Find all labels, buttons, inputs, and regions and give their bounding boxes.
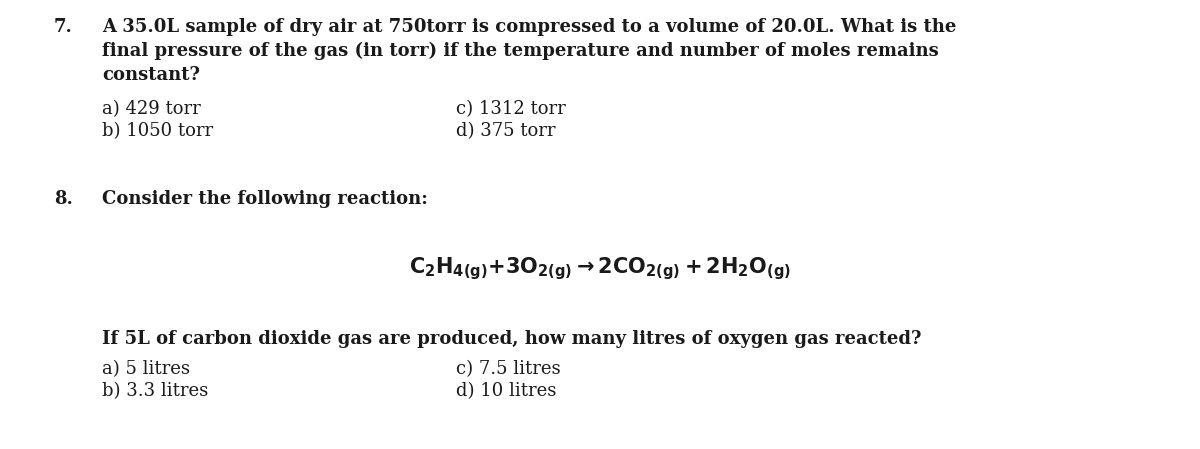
Text: a) 5 litres: a) 5 litres (102, 360, 190, 378)
Text: d) 375 torr: d) 375 torr (456, 122, 556, 140)
Text: 8.: 8. (54, 190, 73, 208)
Text: A 35.0L sample of dry air at 750torr is compressed to a volume of 20.0L. What is: A 35.0L sample of dry air at 750torr is … (102, 18, 956, 36)
Text: b) 3.3 litres: b) 3.3 litres (102, 382, 209, 400)
Text: final pressure of the gas (in torr) if the temperature and number of moles remai: final pressure of the gas (in torr) if t… (102, 42, 938, 60)
Text: a) 429 torr: a) 429 torr (102, 100, 200, 118)
Text: $\bf{C_2H_{4(g)}}$$\bf{ + 3O_{2(g)} \rightarrow 2CO_{2(g)} + 2H_2O_{(g)}}$: $\bf{C_2H_{4(g)}}$$\bf{ + 3O_{2(g)} \rig… (409, 255, 791, 282)
Text: Consider the following reaction:: Consider the following reaction: (102, 190, 428, 208)
Text: 7.: 7. (54, 18, 73, 36)
Text: constant?: constant? (102, 66, 200, 84)
Text: b) 1050 torr: b) 1050 torr (102, 122, 214, 140)
Text: If 5L of carbon dioxide gas are produced, how many litres of oxygen gas reacted?: If 5L of carbon dioxide gas are produced… (102, 330, 922, 348)
Text: c) 1312 torr: c) 1312 torr (456, 100, 565, 118)
Text: c) 7.5 litres: c) 7.5 litres (456, 360, 560, 378)
Text: d) 10 litres: d) 10 litres (456, 382, 557, 400)
